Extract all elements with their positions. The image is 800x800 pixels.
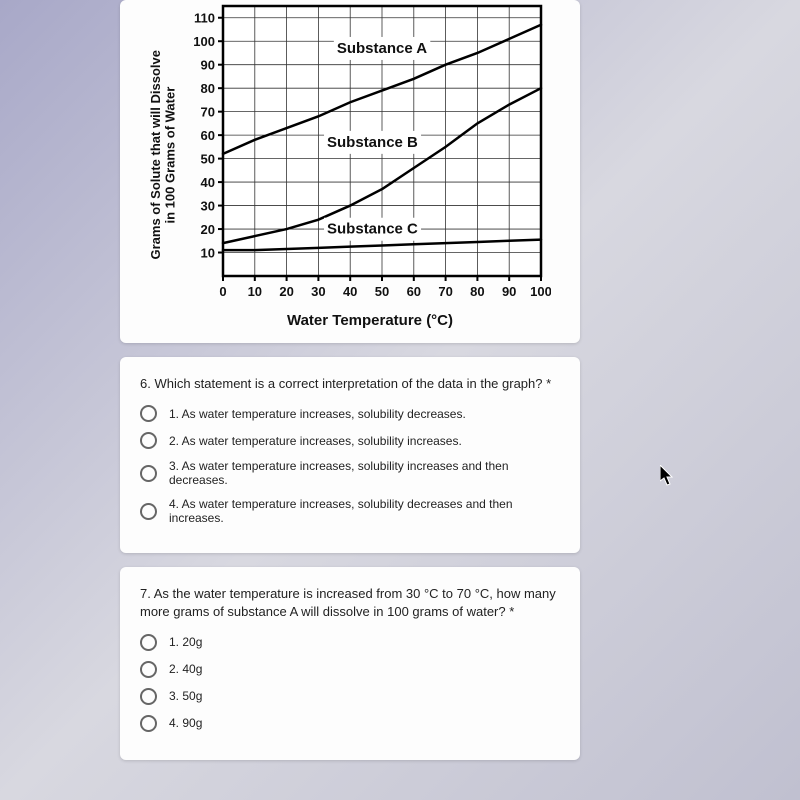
svg-text:80: 80 (470, 284, 484, 299)
q6-option-3[interactable]: 3. As water temperature increases, solub… (140, 459, 560, 487)
q6-option-2[interactable]: 2. As water temperature increases, solub… (140, 432, 560, 449)
svg-text:100: 100 (530, 284, 551, 299)
radio-icon[interactable] (140, 465, 157, 482)
svg-text:60: 60 (407, 284, 421, 299)
q6-option-4[interactable]: 4. As water temperature increases, solub… (140, 497, 560, 525)
x-axis-label: Water Temperature (°C) (287, 312, 453, 329)
svg-text:50: 50 (201, 152, 215, 167)
radio-icon[interactable] (140, 405, 157, 422)
svg-text:110: 110 (194, 11, 215, 26)
svg-text:30: 30 (311, 284, 325, 299)
option-label: 2. As water temperature increases, solub… (169, 434, 462, 448)
question-6-card: 6. Which statement is a correct interpre… (120, 357, 580, 553)
svg-text:60: 60 (201, 128, 215, 143)
chart-card: Grams of Solute that will Dissolve in 10… (120, 0, 580, 343)
svg-text:20: 20 (201, 222, 215, 237)
option-label: 3. 50g (169, 689, 202, 703)
q7-option-2[interactable]: 2. 40g (140, 661, 560, 678)
radio-icon[interactable] (140, 432, 157, 449)
svg-text:20: 20 (280, 284, 294, 299)
solubility-chart: 0 10 20 30 40 50 60 70 80 90 100 10 20 30 40 50 60 70 80 90… (181, 0, 551, 310)
svg-text:30: 30 (201, 199, 215, 214)
radio-icon[interactable] (140, 688, 157, 705)
svg-text:40: 40 (201, 175, 215, 190)
svg-text:70: 70 (439, 284, 453, 299)
svg-text:70: 70 (201, 105, 215, 120)
question-7-card: 7. As the water temperature is increased… (120, 567, 580, 759)
q7-option-4[interactable]: 4. 90g (140, 715, 560, 732)
radio-icon[interactable] (140, 661, 157, 678)
option-label: 2. 40g (169, 662, 202, 676)
svg-text:90: 90 (502, 284, 516, 299)
svg-text:40: 40 (343, 284, 357, 299)
svg-text:90: 90 (201, 58, 215, 73)
question-6-prompt: 6. Which statement is a correct interpre… (140, 375, 560, 393)
svg-text:100: 100 (194, 34, 216, 49)
y-axis-label: Grams of Solute that will Dissolve in 10… (149, 50, 178, 260)
svg-text:10: 10 (201, 246, 215, 261)
radio-icon[interactable] (140, 634, 157, 651)
svg-text:80: 80 (201, 81, 215, 96)
radio-icon[interactable] (140, 503, 157, 520)
svg-text:Substance C: Substance C (327, 221, 418, 238)
option-label: 4. As water temperature increases, solub… (169, 497, 560, 525)
svg-text:50: 50 (375, 284, 389, 299)
svg-text:10: 10 (248, 284, 262, 299)
q6-option-1[interactable]: 1. As water temperature increases, solub… (140, 405, 560, 422)
question-7-prompt: 7. As the water temperature is increased… (140, 585, 560, 621)
q7-option-1[interactable]: 1. 20g (140, 634, 560, 651)
option-label: 3. As water temperature increases, solub… (169, 459, 560, 487)
svg-text:Substance A: Substance A (337, 40, 427, 57)
svg-text:0: 0 (220, 284, 227, 299)
mouse-cursor-icon (660, 465, 676, 487)
svg-text:Substance B: Substance B (327, 134, 418, 151)
q7-option-3[interactable]: 3. 50g (140, 688, 560, 705)
option-label: 4. 90g (169, 716, 202, 730)
radio-icon[interactable] (140, 715, 157, 732)
option-label: 1. As water temperature increases, solub… (169, 407, 466, 421)
option-label: 1. 20g (169, 635, 202, 649)
